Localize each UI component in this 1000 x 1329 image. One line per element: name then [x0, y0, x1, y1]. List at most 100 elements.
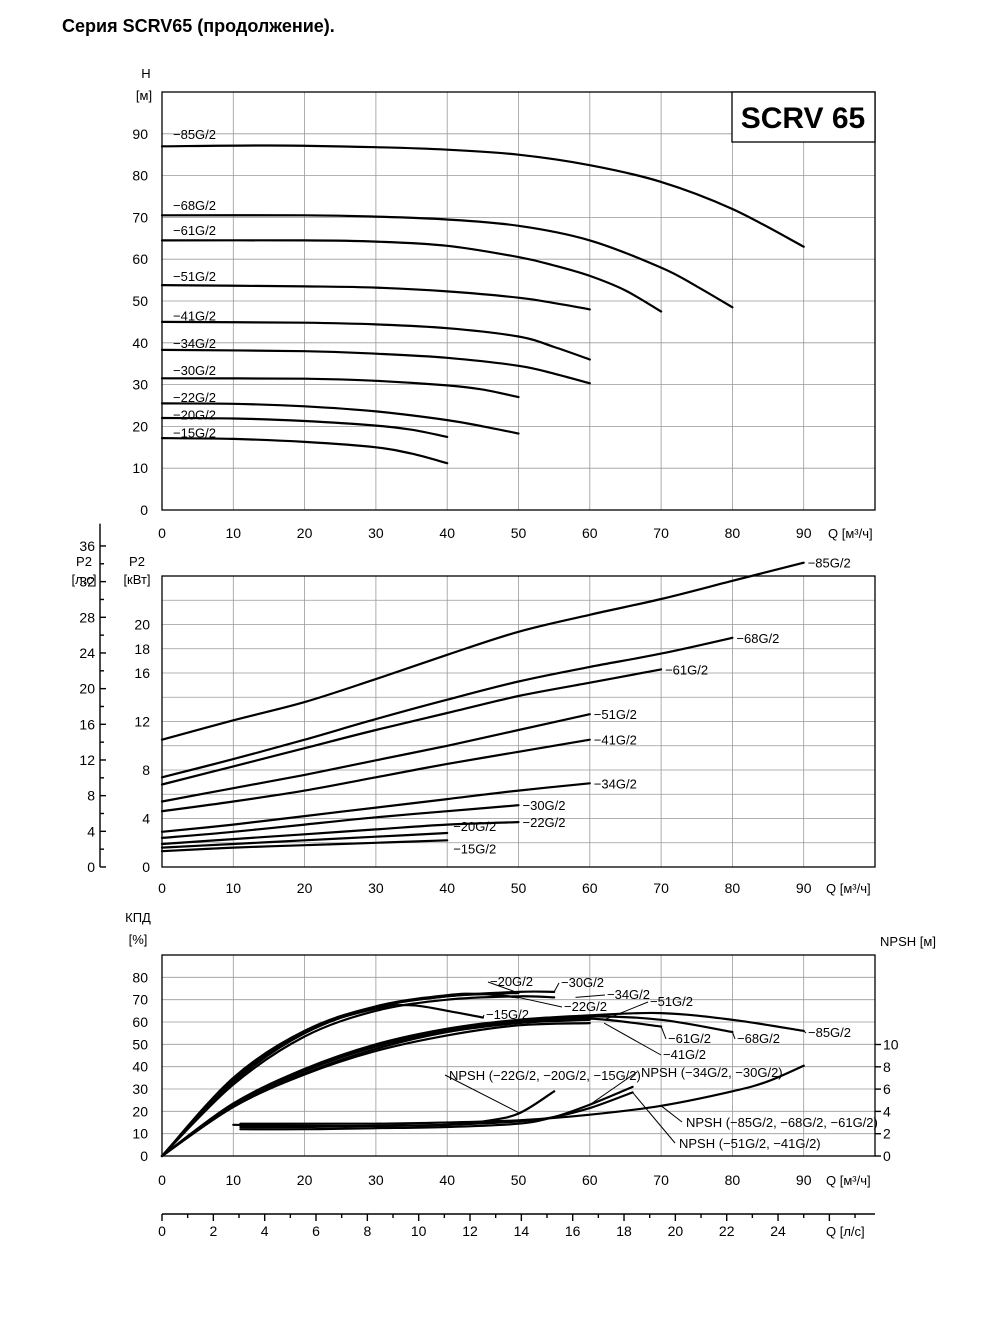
head-series-label: −68G/2 [173, 198, 216, 213]
power-series-label: −61G/2 [665, 662, 708, 677]
chart-title: SCRV 65 [741, 102, 866, 135]
x-tick-label: 60 [582, 880, 598, 896]
y-tick-label: 4 [142, 811, 150, 827]
x-tick-label: 30 [368, 880, 384, 896]
efficiency-label-leader [518, 996, 563, 1008]
y-tick-label: 80 [132, 969, 148, 985]
efficiency-series-label: −34G/2 [607, 987, 650, 1002]
power-series-label: −15G/2 [453, 841, 496, 856]
head-curve-41g-2 [160, 320, 591, 361]
hp-tick-label: 36 [79, 538, 95, 554]
x-tick-label: 40 [439, 525, 455, 541]
npsh-curve-npsh-85g-2-68g-2-61g-2 [239, 1064, 805, 1125]
head-series-label: −20G/2 [173, 408, 216, 423]
ls-tick-label: 10 [411, 1223, 427, 1239]
x-tick-label: 10 [226, 880, 242, 896]
x-tick-label: 60 [582, 1172, 598, 1188]
npsh-series-label: NPSH (−34G/2, −30G/2) [641, 1065, 783, 1080]
y-tick-label: 10 [132, 1126, 148, 1142]
x2-axis-label: Q [л/с] [826, 1224, 865, 1239]
hp-tick-label: 4 [87, 823, 95, 839]
y-axis-unit: [кВт] [123, 572, 150, 587]
efficiency-series-label: −85G/2 [808, 1025, 851, 1040]
efficiency-chart: 0 10 20 30 40 50 60 70 80 90010203040506070800246… [125, 910, 936, 1239]
hp-tick-label: 28 [79, 609, 95, 625]
npsh-series-label: NPSH (−85G/2, −68G/2, −61G/2) [686, 1115, 878, 1130]
hp-tick-label: 20 [79, 681, 95, 697]
npsh-label-leader [660, 1105, 683, 1123]
plot-frame [161, 575, 876, 868]
x-tick-label: 50 [511, 1172, 527, 1188]
y-tick-label: 20 [134, 617, 150, 633]
y-tick-label: 80 [132, 168, 148, 184]
y-tick-label: 20 [132, 418, 148, 434]
efficiency-series-label: −41G/2 [663, 1047, 706, 1062]
x-tick-label: 70 [653, 1172, 669, 1188]
plot-frame [161, 91, 876, 511]
npsh-tick-label: 8 [883, 1059, 891, 1075]
power-curve-85g-2 [160, 561, 805, 741]
head-series-label: −61G/2 [173, 223, 216, 238]
y-tick-label: 50 [132, 293, 148, 309]
y-tick-label: 0 [140, 502, 148, 518]
head-curve-51g-2 [160, 284, 591, 311]
power-series-label: −20G/2 [453, 819, 496, 834]
y-tick-label: 12 [134, 714, 150, 730]
y-tick-label: 0 [140, 1148, 148, 1164]
efficiency-series-label: −20G/2 [490, 974, 533, 989]
y-tick-label: 20 [132, 1103, 148, 1119]
power-curve-61g-2 [160, 668, 663, 786]
ls-tick-label: 8 [363, 1223, 371, 1239]
npsh-tick-label: 4 [883, 1103, 891, 1119]
y-tick-label: 40 [132, 1059, 148, 1075]
efficiency-label-leader [803, 1030, 807, 1034]
head-series-label: −15G/2 [173, 425, 216, 440]
ls-tick-label: 16 [565, 1223, 581, 1239]
efficiency-label-leader [603, 1001, 649, 1021]
efficiency-label-leader [660, 1026, 667, 1040]
npsh-curve-npsh-51g-2-41g-2 [239, 1091, 634, 1129]
npsh-tick-label: 6 [883, 1081, 891, 1097]
hp-tick-label: 32 [79, 574, 95, 590]
x-tick-label: 80 [725, 1172, 741, 1188]
power-curve-20g-2 [160, 831, 449, 849]
npsh-tick-label: 2 [883, 1126, 891, 1142]
x-axis-label: Q [м³/ч] [826, 1173, 871, 1188]
power-series-label: −68G/2 [736, 631, 779, 646]
head-curve-68g-2 [160, 214, 734, 309]
npsh-tick-label: 10 [883, 1037, 899, 1053]
y-tick-label: 50 [132, 1036, 148, 1052]
plot-frame [161, 954, 876, 1157]
head-series-label: −22G/2 [173, 390, 216, 405]
y-tick-label: 90 [132, 126, 148, 142]
head-curve-61g-2 [160, 239, 663, 313]
hp-tick-label: 8 [87, 788, 95, 804]
y-tick-label: 16 [134, 665, 150, 681]
x-tick-label: 40 [439, 880, 455, 896]
x-tick-label: 0 [158, 880, 166, 896]
hp-tick-label: 24 [79, 645, 95, 661]
hp-tick-label: 0 [87, 859, 95, 875]
x-tick-label: 20 [297, 880, 313, 896]
y-tick-label: 18 [134, 641, 150, 657]
efficiency-label-leader [553, 982, 560, 993]
y-tick-label: 8 [142, 762, 150, 778]
efficiency-label-leader [487, 981, 519, 994]
y-tick-label: 30 [132, 1081, 148, 1097]
efficiency-series-label: −30G/2 [561, 975, 604, 990]
efficiency-series-label: −22G/2 [564, 999, 607, 1014]
y-tick-label: 70 [132, 209, 148, 225]
head-curve-34g-2 [160, 348, 591, 385]
head-series-label: −41G/2 [173, 309, 216, 324]
x-tick-label: 50 [511, 525, 527, 541]
power-curve-51g-2 [160, 713, 591, 803]
efficiency-series-label: −68G/2 [737, 1031, 780, 1046]
npsh-label-leader [589, 1071, 638, 1106]
head-chart: 0 10 20 30 40 50 60 70 80 90 0 10 20 30 40 50 60 70 80 90 H [… [132, 66, 876, 541]
power-chart: 0 10 20 30 40 50 60 70 80 90 0 4 8 12 16 18 20 0 4 8 12 16 20 2… [72, 523, 876, 896]
y2-axis-label: P2 [76, 554, 92, 569]
npsh-label-leader [632, 1092, 676, 1144]
page-title: Серия SCRV65 (продолжение). [62, 16, 335, 36]
power-series-label: −30G/2 [523, 798, 566, 813]
